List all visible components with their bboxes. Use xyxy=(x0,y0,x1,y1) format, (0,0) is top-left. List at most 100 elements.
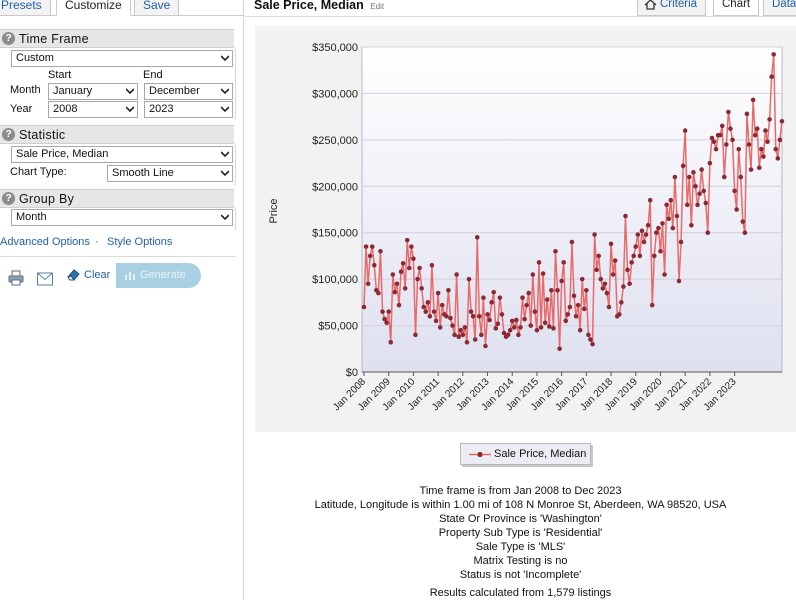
data-point xyxy=(674,213,680,219)
data-point xyxy=(656,225,661,231)
data-point xyxy=(732,188,737,194)
data-point xyxy=(549,287,554,293)
data-point xyxy=(612,258,618,263)
style-options-link[interactable]: Style Options xyxy=(107,236,173,248)
help-icon[interactable]: ? xyxy=(2,32,15,45)
tab-presets[interactable]: Presets xyxy=(0,0,51,16)
start-year-select[interactable]: 2008 xyxy=(48,101,138,118)
data-point xyxy=(711,139,717,145)
help-icon[interactable]: ? xyxy=(2,128,15,141)
group-by-select[interactable]: Month xyxy=(11,209,233,226)
data-point xyxy=(561,260,567,265)
tab-data[interactable]: Data xyxy=(763,0,796,16)
advanced-options-link[interactable]: Advanced Options xyxy=(0,236,90,248)
data-point xyxy=(744,111,750,117)
data-point xyxy=(771,52,777,57)
year-label: Year xyxy=(10,103,33,115)
data-point xyxy=(454,272,459,277)
data-point xyxy=(703,200,709,206)
chevron-down-icon xyxy=(126,106,134,113)
data-point xyxy=(402,286,408,291)
data-point xyxy=(767,117,772,122)
clear-label: Clear xyxy=(84,269,111,281)
y-tick-label: $150,000 xyxy=(312,228,358,240)
data-point xyxy=(625,267,630,273)
statistic-select[interactable]: Sale Price, Median xyxy=(11,146,233,163)
data-point xyxy=(499,312,505,317)
data-point xyxy=(501,330,507,336)
data-point xyxy=(699,167,704,172)
time-frame-header[interactable]: ? Time Frame xyxy=(0,29,234,48)
data-point xyxy=(419,286,424,291)
generate-button[interactable]: Generate xyxy=(116,263,201,288)
data-point xyxy=(660,221,665,226)
data-point xyxy=(740,219,746,224)
data-point xyxy=(709,135,715,141)
data-point xyxy=(769,74,774,80)
data-point xyxy=(701,188,707,194)
tab-chart[interactable]: Chart xyxy=(713,0,760,16)
data-point xyxy=(439,302,445,308)
edit-title-link[interactable]: Edit xyxy=(370,2,385,11)
data-point xyxy=(516,332,521,338)
tab-save[interactable]: Save xyxy=(134,0,180,16)
chevron-down-icon xyxy=(221,151,229,158)
data-point xyxy=(588,337,593,342)
chevron-down-icon xyxy=(221,106,229,113)
end-month-select[interactable]: December xyxy=(144,83,233,100)
end-year-value: 2023 xyxy=(149,103,174,115)
data-point xyxy=(425,300,431,305)
data-point xyxy=(606,304,612,310)
y-tick-label: $300,000 xyxy=(312,88,358,100)
data-point xyxy=(495,321,501,327)
data-point xyxy=(431,309,437,314)
tab-divider xyxy=(245,16,796,17)
data-point xyxy=(470,313,476,319)
results-panel: Sale Price, Median Edit Criteria Chart D… xyxy=(245,0,796,600)
time-frame-title: Time Frame xyxy=(19,32,89,46)
month-label: Month xyxy=(10,84,41,96)
time-frame-select[interactable]: Custom xyxy=(11,50,233,67)
data-point xyxy=(538,325,544,330)
email-icon[interactable] xyxy=(37,269,53,289)
chart-type-select[interactable]: Smooth Line xyxy=(107,165,233,182)
data-point xyxy=(756,165,762,171)
data-point xyxy=(678,239,684,245)
eraser-icon xyxy=(67,269,80,281)
data-point xyxy=(689,222,694,228)
tab-customize[interactable]: Customize xyxy=(56,0,131,16)
group-by-header[interactable]: ? Group By xyxy=(0,189,234,208)
data-point xyxy=(728,126,733,132)
data-point xyxy=(623,213,628,219)
statistic-header[interactable]: ? Statistic xyxy=(0,125,234,144)
print-icon[interactable] xyxy=(8,268,24,288)
group-by-section: Month xyxy=(0,208,236,230)
data-point xyxy=(491,289,497,295)
data-point xyxy=(530,272,536,277)
data-point xyxy=(676,278,682,284)
link-separator: · xyxy=(95,236,99,248)
data-point xyxy=(489,300,494,305)
help-icon[interactable]: ? xyxy=(2,192,15,205)
data-point xyxy=(746,142,752,147)
y-tick-label: $200,000 xyxy=(312,181,358,193)
data-point xyxy=(483,343,488,349)
end-year-select[interactable]: 2023 xyxy=(144,101,233,118)
start-month-select[interactable]: January xyxy=(48,83,138,100)
data-point xyxy=(544,297,550,302)
start-year-value: 2008 xyxy=(53,103,78,115)
clear-button[interactable]: Clear xyxy=(66,266,114,286)
data-point xyxy=(479,332,484,338)
data-point xyxy=(567,304,573,310)
data-point xyxy=(514,317,519,323)
data-point xyxy=(382,316,387,322)
time-frame-section: Custom Start End Month January December … xyxy=(0,48,236,120)
data-point xyxy=(643,232,649,237)
summary-line: State Or Province is 'Washington' xyxy=(439,513,602,525)
chevron-down-icon xyxy=(221,170,229,177)
chart-icon xyxy=(125,272,135,280)
tab-criteria[interactable]: Criteria xyxy=(637,0,707,16)
data-point xyxy=(392,289,398,295)
y-tick-label: $250,000 xyxy=(312,135,358,147)
data-point xyxy=(654,230,659,236)
